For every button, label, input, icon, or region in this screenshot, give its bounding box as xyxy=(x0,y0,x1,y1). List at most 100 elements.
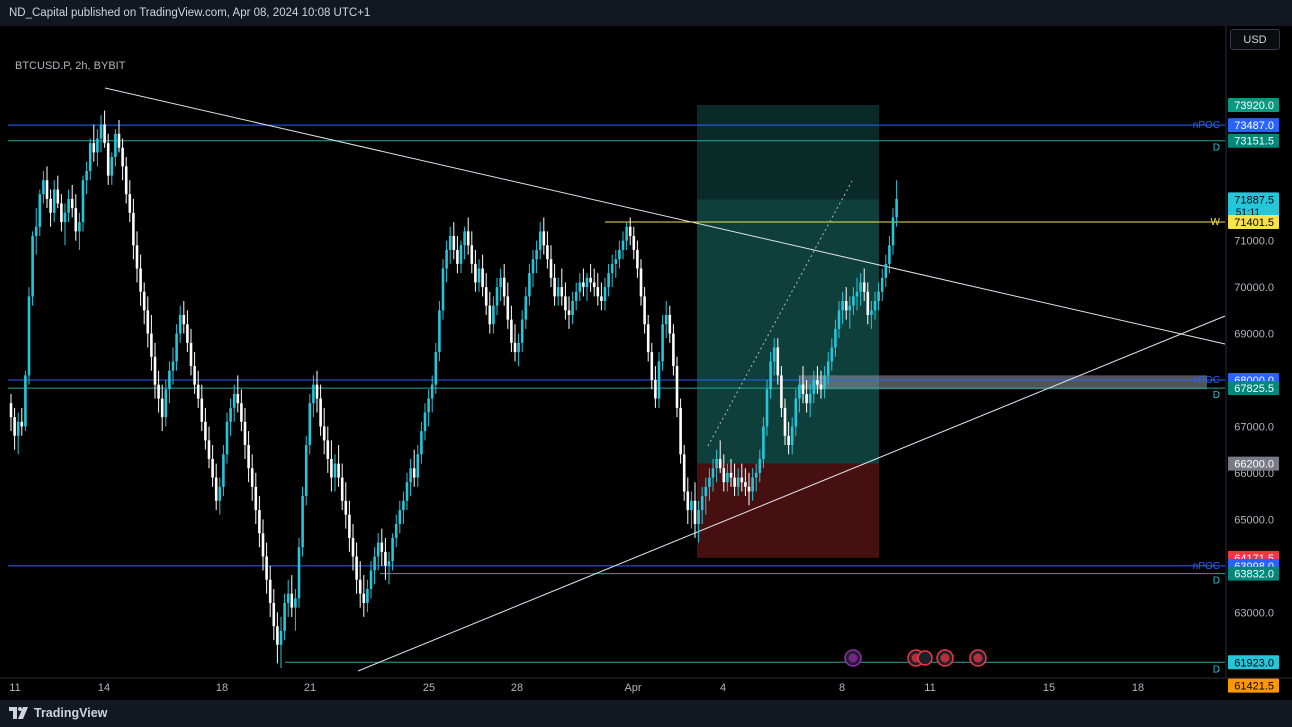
candle[interactable] xyxy=(546,231,549,269)
candle[interactable] xyxy=(189,328,193,376)
candle[interactable] xyxy=(643,287,646,334)
candle[interactable] xyxy=(250,454,254,501)
candle[interactable] xyxy=(787,421,790,455)
candle[interactable] xyxy=(261,519,265,571)
candle[interactable] xyxy=(297,537,301,608)
candle[interactable] xyxy=(63,203,67,246)
currency-button[interactable]: USD xyxy=(1230,29,1280,50)
candle[interactable] xyxy=(884,254,888,288)
candle[interactable] xyxy=(430,375,434,413)
candle[interactable] xyxy=(384,537,387,580)
candle[interactable] xyxy=(762,417,765,469)
candle[interactable] xyxy=(790,417,794,455)
candle[interactable] xyxy=(650,342,654,390)
candle[interactable] xyxy=(49,189,52,227)
candle[interactable] xyxy=(445,240,448,283)
candle[interactable] xyxy=(376,533,380,571)
candle[interactable] xyxy=(628,217,632,246)
candle[interactable] xyxy=(639,259,643,306)
candle[interactable] xyxy=(819,370,823,399)
candle[interactable] xyxy=(711,458,715,492)
candle[interactable] xyxy=(531,249,535,288)
candle[interactable] xyxy=(646,314,650,362)
candle[interactable] xyxy=(9,393,13,432)
candle[interactable] xyxy=(625,222,628,250)
candle[interactable] xyxy=(301,486,304,557)
candle[interactable] xyxy=(870,301,873,329)
candle[interactable] xyxy=(322,407,326,455)
candle[interactable] xyxy=(196,370,200,408)
candle[interactable] xyxy=(290,575,294,617)
candle[interactable] xyxy=(42,170,45,204)
candle[interactable] xyxy=(704,477,708,515)
candle[interactable] xyxy=(240,389,243,432)
candle[interactable] xyxy=(844,287,848,320)
candle[interactable] xyxy=(225,412,229,464)
candle[interactable] xyxy=(873,291,877,320)
candle[interactable] xyxy=(765,380,769,436)
candle[interactable] xyxy=(34,208,38,255)
candle[interactable] xyxy=(182,301,186,334)
candle[interactable] xyxy=(672,324,675,376)
candle[interactable] xyxy=(488,291,492,334)
candle[interactable] xyxy=(117,119,121,153)
candle[interactable] xyxy=(538,222,542,260)
candle[interactable] xyxy=(769,352,772,399)
candle[interactable] xyxy=(200,384,204,432)
candle[interactable] xyxy=(366,579,369,613)
candle[interactable] xyxy=(736,468,740,497)
candle[interactable] xyxy=(142,282,146,325)
candle[interactable] xyxy=(456,236,459,274)
candle[interactable] xyxy=(344,482,348,529)
chart-area[interactable]: 71000.0 70000.0 69000.0 67000.0 66000.0 65000… xyxy=(0,26,1292,700)
candle[interactable] xyxy=(866,282,870,325)
candle[interactable] xyxy=(481,254,484,297)
candle[interactable] xyxy=(830,338,834,371)
candle[interactable] xyxy=(448,226,452,264)
candle[interactable] xyxy=(758,449,762,483)
candle[interactable] xyxy=(121,138,124,181)
candle[interactable] xyxy=(596,273,600,306)
candle[interactable] xyxy=(618,240,621,269)
candle[interactable] xyxy=(265,542,268,594)
candle[interactable] xyxy=(690,491,693,529)
candle[interactable] xyxy=(751,468,754,501)
candle[interactable] xyxy=(816,366,819,394)
candle[interactable] xyxy=(132,198,135,260)
candle[interactable] xyxy=(279,616,283,668)
candle[interactable] xyxy=(895,180,898,227)
candle[interactable] xyxy=(495,277,499,315)
candle[interactable] xyxy=(402,491,405,524)
candle[interactable] xyxy=(409,458,412,497)
candle[interactable] xyxy=(571,291,574,325)
candle[interactable] xyxy=(783,398,787,446)
candle[interactable] xyxy=(747,472,751,506)
candle[interactable] xyxy=(193,352,196,394)
candle[interactable] xyxy=(110,152,114,185)
candle[interactable] xyxy=(585,273,589,302)
candle[interactable] xyxy=(535,240,538,274)
candle[interactable] xyxy=(276,612,279,664)
candle[interactable] xyxy=(888,236,891,274)
candle[interactable] xyxy=(373,547,376,585)
candle[interactable] xyxy=(67,189,70,223)
candle[interactable] xyxy=(387,551,391,585)
candle[interactable] xyxy=(423,403,427,441)
candle[interactable] xyxy=(146,296,150,348)
candle[interactable] xyxy=(243,407,247,459)
candle[interactable] xyxy=(124,157,128,204)
candle[interactable] xyxy=(337,445,340,487)
candle[interactable] xyxy=(178,305,182,343)
candle[interactable] xyxy=(542,217,546,255)
candle[interactable] xyxy=(621,231,625,260)
candle[interactable] xyxy=(859,273,862,306)
candle[interactable] xyxy=(153,342,157,399)
candle[interactable] xyxy=(499,268,502,302)
candle[interactable] xyxy=(160,384,164,432)
candle[interactable] xyxy=(56,175,60,209)
candle[interactable] xyxy=(826,352,830,385)
candle[interactable] xyxy=(463,226,466,260)
candle[interactable] xyxy=(229,398,232,436)
candle[interactable] xyxy=(592,268,596,297)
candle[interactable] xyxy=(268,565,272,617)
